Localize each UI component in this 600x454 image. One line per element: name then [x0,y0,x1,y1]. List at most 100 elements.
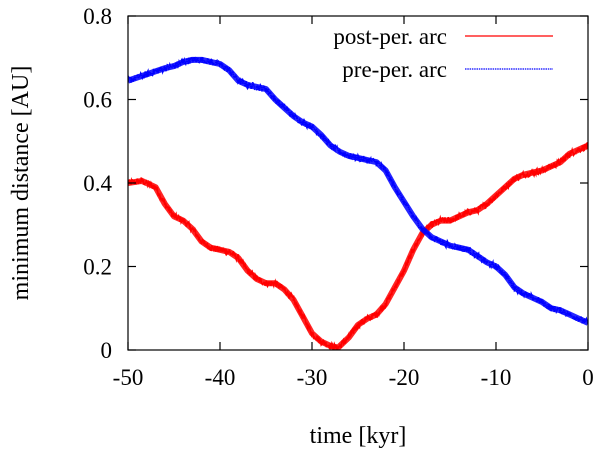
data-point [430,236,433,239]
data-point [384,169,387,172]
data-point [393,286,396,289]
data-point [568,152,571,155]
data-point [550,307,553,310]
data-point [347,154,350,158]
data-point [531,171,534,174]
x-tick-label: -20 [389,365,420,390]
data-point [336,346,339,350]
data-point [191,58,194,62]
data-point [494,265,498,268]
data-point [191,227,194,231]
data-point [237,79,240,82]
data-point [439,240,442,243]
data-point [200,58,203,62]
data-point [439,219,442,222]
x-tick-label: -40 [205,365,236,390]
data-point [283,106,286,110]
data-point [274,98,277,101]
legend-label: post-per. arc [333,24,447,49]
data-point [292,115,295,118]
data-point [218,248,222,251]
data-point [237,256,240,260]
data-point [140,179,143,183]
data-point [467,248,470,251]
data-point [356,156,360,160]
ticks-layer: -50 -40 -30 -20 -10 0 0 0.2 0.4 0.6 0.8 [83,4,594,390]
data-point [154,185,157,189]
data-point [366,317,369,320]
data-point [494,194,498,197]
series-noise-band [128,54,588,326]
data-point [329,144,332,147]
data-point [412,215,415,218]
data-point [320,133,323,137]
data-point [458,215,461,218]
x-tick-label: 0 [582,365,594,390]
data-point [458,246,461,249]
data-point [356,323,360,327]
data-point [264,87,268,91]
y-tick-label: 0.4 [83,171,112,196]
data-point [246,83,249,87]
data-point [283,288,286,291]
data-point [255,277,258,281]
data-point [338,150,341,153]
data-point [209,60,212,64]
data-point [301,121,304,124]
data-point [448,244,452,247]
data-point [209,246,212,249]
data-point [200,240,203,243]
series-line [128,56,588,326]
data-point [329,344,332,348]
data-point [485,261,488,264]
data-point [347,336,350,339]
data-point [384,302,387,306]
data-point [228,250,231,254]
series-post-per-arc [128,142,588,350]
data-point [504,273,507,277]
data-point [448,219,452,222]
series-layer [128,54,588,350]
x-tick-label: -10 [481,365,512,390]
data-point [476,208,479,212]
data-point [540,169,544,172]
data-point [513,177,516,181]
data-point [531,296,534,300]
data-point [402,269,406,272]
data-point [292,298,295,302]
x-tick-label: -50 [113,365,144,390]
data-point [402,200,406,203]
data-point [550,165,553,168]
data-point [522,173,525,176]
data-point [163,66,166,70]
data-point [393,185,396,189]
legend-item: pre-per. arc [342,57,553,82]
y-tick-label: 0.6 [83,88,112,113]
data-point [513,286,516,289]
data-point [559,160,562,164]
data-point [163,202,166,206]
data-point [412,248,415,251]
series-line [128,142,588,350]
data-point [375,160,378,164]
legend: post-per. arc pre-per. arc [333,24,553,82]
data-point [255,85,258,89]
y-tick-label: 0.8 [83,4,112,29]
data-point [320,340,323,343]
data-point [246,269,249,272]
series-pre-per-arc [128,54,588,326]
legend-label: pre-per. arc [342,57,447,82]
x-axis-label: time [kyr] [310,423,407,449]
data-point [540,300,544,304]
data-point [421,227,424,231]
data-point [577,148,580,151]
data-point [366,158,369,162]
data-point [182,60,185,64]
data-point [182,219,185,222]
data-point [522,292,525,295]
data-point [577,317,580,320]
y-axis-label: minimum distance [AU] [8,66,34,301]
data-point [172,64,176,68]
data-point [264,282,268,285]
